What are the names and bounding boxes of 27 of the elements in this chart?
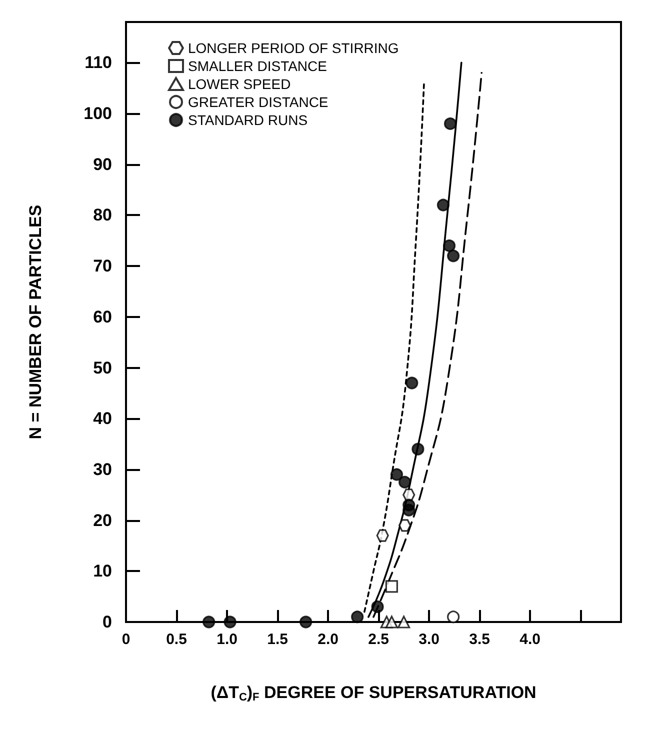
x-tick-label: 3.0	[418, 631, 440, 648]
legend-label: GREATER DISTANCE	[188, 94, 328, 110]
legend-label: SMALLER DISTANCE	[188, 58, 327, 74]
y-tick-label: 0	[102, 612, 112, 632]
y-tick-label: 30	[93, 460, 112, 479]
y-tick-label: 40	[93, 409, 112, 428]
y-tick-label: 80	[93, 206, 112, 225]
y-axis-title: N = NUMBER OF PARTICLES	[26, 204, 45, 440]
x-tick-label: 4.0	[520, 631, 541, 648]
x-tick-label: 1.5	[267, 631, 288, 648]
x-tick-label: 2.5	[368, 631, 389, 648]
y-tick-label: 60	[93, 307, 112, 326]
x-tick-label: 1.0	[216, 631, 238, 648]
x-tick-label: 0	[122, 631, 130, 648]
y-tick-label: 90	[93, 154, 112, 174]
y-tick-label: 10	[93, 562, 112, 581]
y-tick-label: 110	[84, 53, 112, 72]
legend-label: STANDARD RUNS	[188, 112, 308, 128]
legend-label: LONGER PERIOD OF STIRRING	[188, 40, 399, 56]
x-tick-label: 2.0	[318, 631, 338, 648]
x-tick-label: 0.5	[166, 631, 187, 648]
y-tick-label: 50	[93, 358, 112, 378]
y-tick-label: 100	[84, 104, 112, 124]
y-tick-label: 20	[93, 510, 112, 530]
legend-label: LOWER SPEED	[188, 76, 291, 92]
x-tick-label: 3.5	[469, 631, 490, 648]
y-tick-label: 70	[93, 256, 112, 276]
